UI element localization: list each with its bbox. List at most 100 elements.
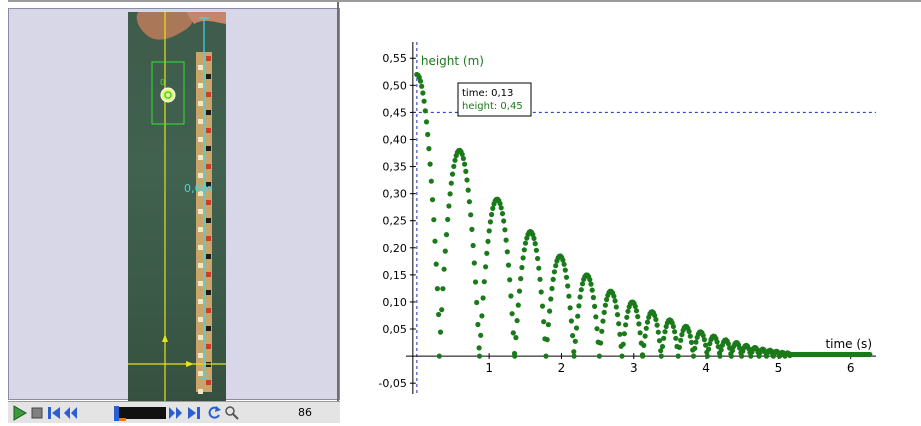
data-point: [514, 318, 520, 324]
zoom-icon[interactable]: [224, 404, 240, 422]
data-point: [576, 303, 582, 309]
data-point: [561, 261, 567, 267]
data-point: [592, 303, 598, 309]
data-point: [692, 345, 698, 351]
data-point: [717, 353, 723, 359]
video-toolbar: 86: [8, 401, 340, 423]
y-tick-label: 0,55: [382, 52, 407, 65]
data-point: [504, 249, 510, 255]
data-point: [725, 341, 731, 347]
data-point: [537, 276, 543, 282]
stick-marks: [198, 56, 211, 394]
data-point: [445, 216, 451, 223]
step-back-icon[interactable]: [62, 404, 78, 422]
data-point: [423, 119, 430, 125]
data-point: [679, 332, 685, 338]
data-point: [549, 285, 555, 292]
stick-mark: [198, 119, 203, 124]
data-point: [503, 237, 509, 243]
data-point: [728, 353, 734, 359]
data-point: [687, 333, 693, 339]
stick-mark: [198, 101, 203, 106]
stick-mark: [206, 92, 211, 97]
data-point: [508, 293, 514, 299]
y-tick-label: 0,30: [382, 188, 407, 201]
data-point: [579, 281, 586, 287]
data-point: [475, 321, 481, 328]
track-box: [151, 61, 185, 125]
data-point: [704, 353, 710, 359]
stick-mark: [198, 191, 203, 196]
data-point: [571, 349, 577, 355]
data-point: [658, 348, 664, 354]
stick-mark: [206, 128, 211, 133]
height-time-chart[interactable]: 0,55 0,50 0,45 0,40 0,35 0,30 0,25 0,20 0,15 0,10…: [341, 0, 921, 423]
data-point: [625, 308, 631, 314]
data-point: [571, 353, 577, 359]
data-point: [543, 353, 549, 359]
data-point: [617, 331, 623, 337]
stick-mark: [206, 236, 211, 241]
data-point: [700, 332, 706, 339]
data-point: [602, 302, 608, 308]
stick-mark: [198, 263, 203, 268]
last-frame-icon[interactable]: [186, 404, 202, 422]
data-point: [509, 311, 515, 317]
data-point: [632, 303, 638, 309]
first-frame-icon[interactable]: [46, 404, 62, 422]
track-marker-icon: [164, 91, 172, 99]
stick-mark: [206, 146, 211, 151]
stick-mark: [206, 308, 211, 313]
x-tick-label: 5: [775, 361, 783, 375]
data-point: [501, 218, 507, 224]
data-point: [600, 318, 606, 324]
stick-mark: [198, 389, 203, 394]
data-point: [465, 187, 471, 193]
data-point: [466, 199, 472, 205]
y-tick-label: 0,25: [382, 215, 407, 228]
data-point: [426, 146, 432, 152]
data-point: [469, 226, 475, 232]
data-point: [675, 353, 681, 359]
data-point: [573, 325, 580, 331]
axis-arrow-icon: [162, 334, 168, 342]
frame-slider[interactable]: [80, 404, 166, 422]
data-point: [703, 342, 709, 348]
data-point: [462, 161, 468, 167]
data-point: [612, 298, 618, 304]
data-point: [516, 288, 523, 294]
stick-mark: [206, 56, 211, 61]
x-tick-label: 1: [485, 361, 493, 375]
data-point: [497, 200, 503, 207]
data-point: [589, 287, 595, 293]
data-point: [662, 329, 668, 335]
data-point: [544, 337, 550, 343]
graph-panel[interactable]: 0,55 0,50 0,45 0,40 0,35 0,30 0,25 0,20 0,15 0,10…: [341, 0, 921, 423]
stick-mark: [206, 344, 211, 349]
stick-mark: [198, 245, 203, 250]
readout-box: time: 0,13 height: 0,45: [457, 82, 532, 117]
data-point: [578, 287, 584, 293]
video-panel: 0 0,6m 86: [0, 0, 341, 423]
data-point: [637, 330, 643, 336]
data-point: [867, 351, 873, 358]
stop-icon[interactable]: [30, 404, 44, 422]
data-point: [471, 260, 477, 266]
play-icon[interactable]: [12, 404, 28, 422]
data-point: [601, 309, 607, 315]
data-point: [512, 353, 518, 359]
video-frame[interactable]: 0 0,6m: [128, 12, 226, 404]
data-point: [519, 264, 525, 271]
top-rule: [8, 0, 921, 2]
data-point: [706, 346, 712, 352]
data-point: [427, 161, 433, 167]
data-point: [474, 299, 480, 306]
step-forward-icon[interactable]: [168, 404, 184, 422]
reset-icon[interactable]: [206, 404, 222, 422]
data-point: [656, 338, 663, 344]
x-axis-label: time (s): [825, 337, 872, 351]
panel-divider[interactable]: [337, 0, 339, 423]
data-point: [654, 322, 660, 328]
x-tick-label: 2: [558, 361, 566, 375]
data-point: [487, 219, 493, 225]
